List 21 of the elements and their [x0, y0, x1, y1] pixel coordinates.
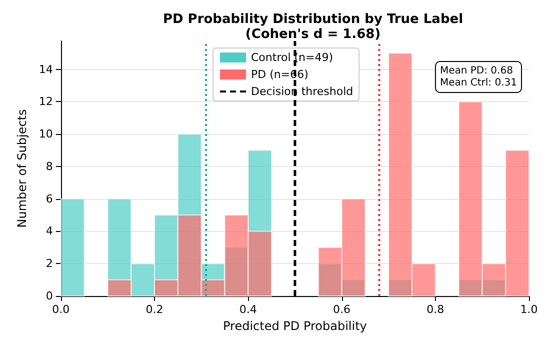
y-tick-label: 0	[46, 290, 53, 302]
chart-title: PD Probability Distribution by True Label	[162, 12, 464, 27]
y-axis-title: Number of Subjects	[15, 109, 29, 228]
x-tick-label: 0.2	[146, 303, 164, 316]
x-tick-label: 0.0	[52, 303, 70, 316]
ref-line-label: Decision threshold	[251, 85, 354, 98]
y-tick-label: 8	[46, 160, 53, 173]
y-tick-label: 2	[46, 257, 53, 270]
y-tick-label: 12	[38, 95, 53, 108]
x-tick-label: 1.0	[520, 303, 538, 316]
x-tick-label: 0.6	[333, 303, 351, 316]
y-tick-label: 14	[38, 62, 53, 76]
y-tick-label: 10	[38, 128, 53, 141]
y-tick-label: 4	[46, 224, 53, 238]
y-tick-label: 6	[46, 192, 53, 206]
chart-subtitle: (Cohen's d = 1.68)	[245, 27, 381, 42]
x-axis-title: Predicted PD Probability	[223, 318, 367, 333]
annotation: Mean PD: 0.68 Mean Ctrl: 0.31	[440, 66, 517, 88]
x-tick-label: 0.8	[426, 303, 444, 316]
legend-label: Control (n=49)	[251, 51, 334, 64]
x-tick-label: 0.4	[239, 303, 257, 316]
